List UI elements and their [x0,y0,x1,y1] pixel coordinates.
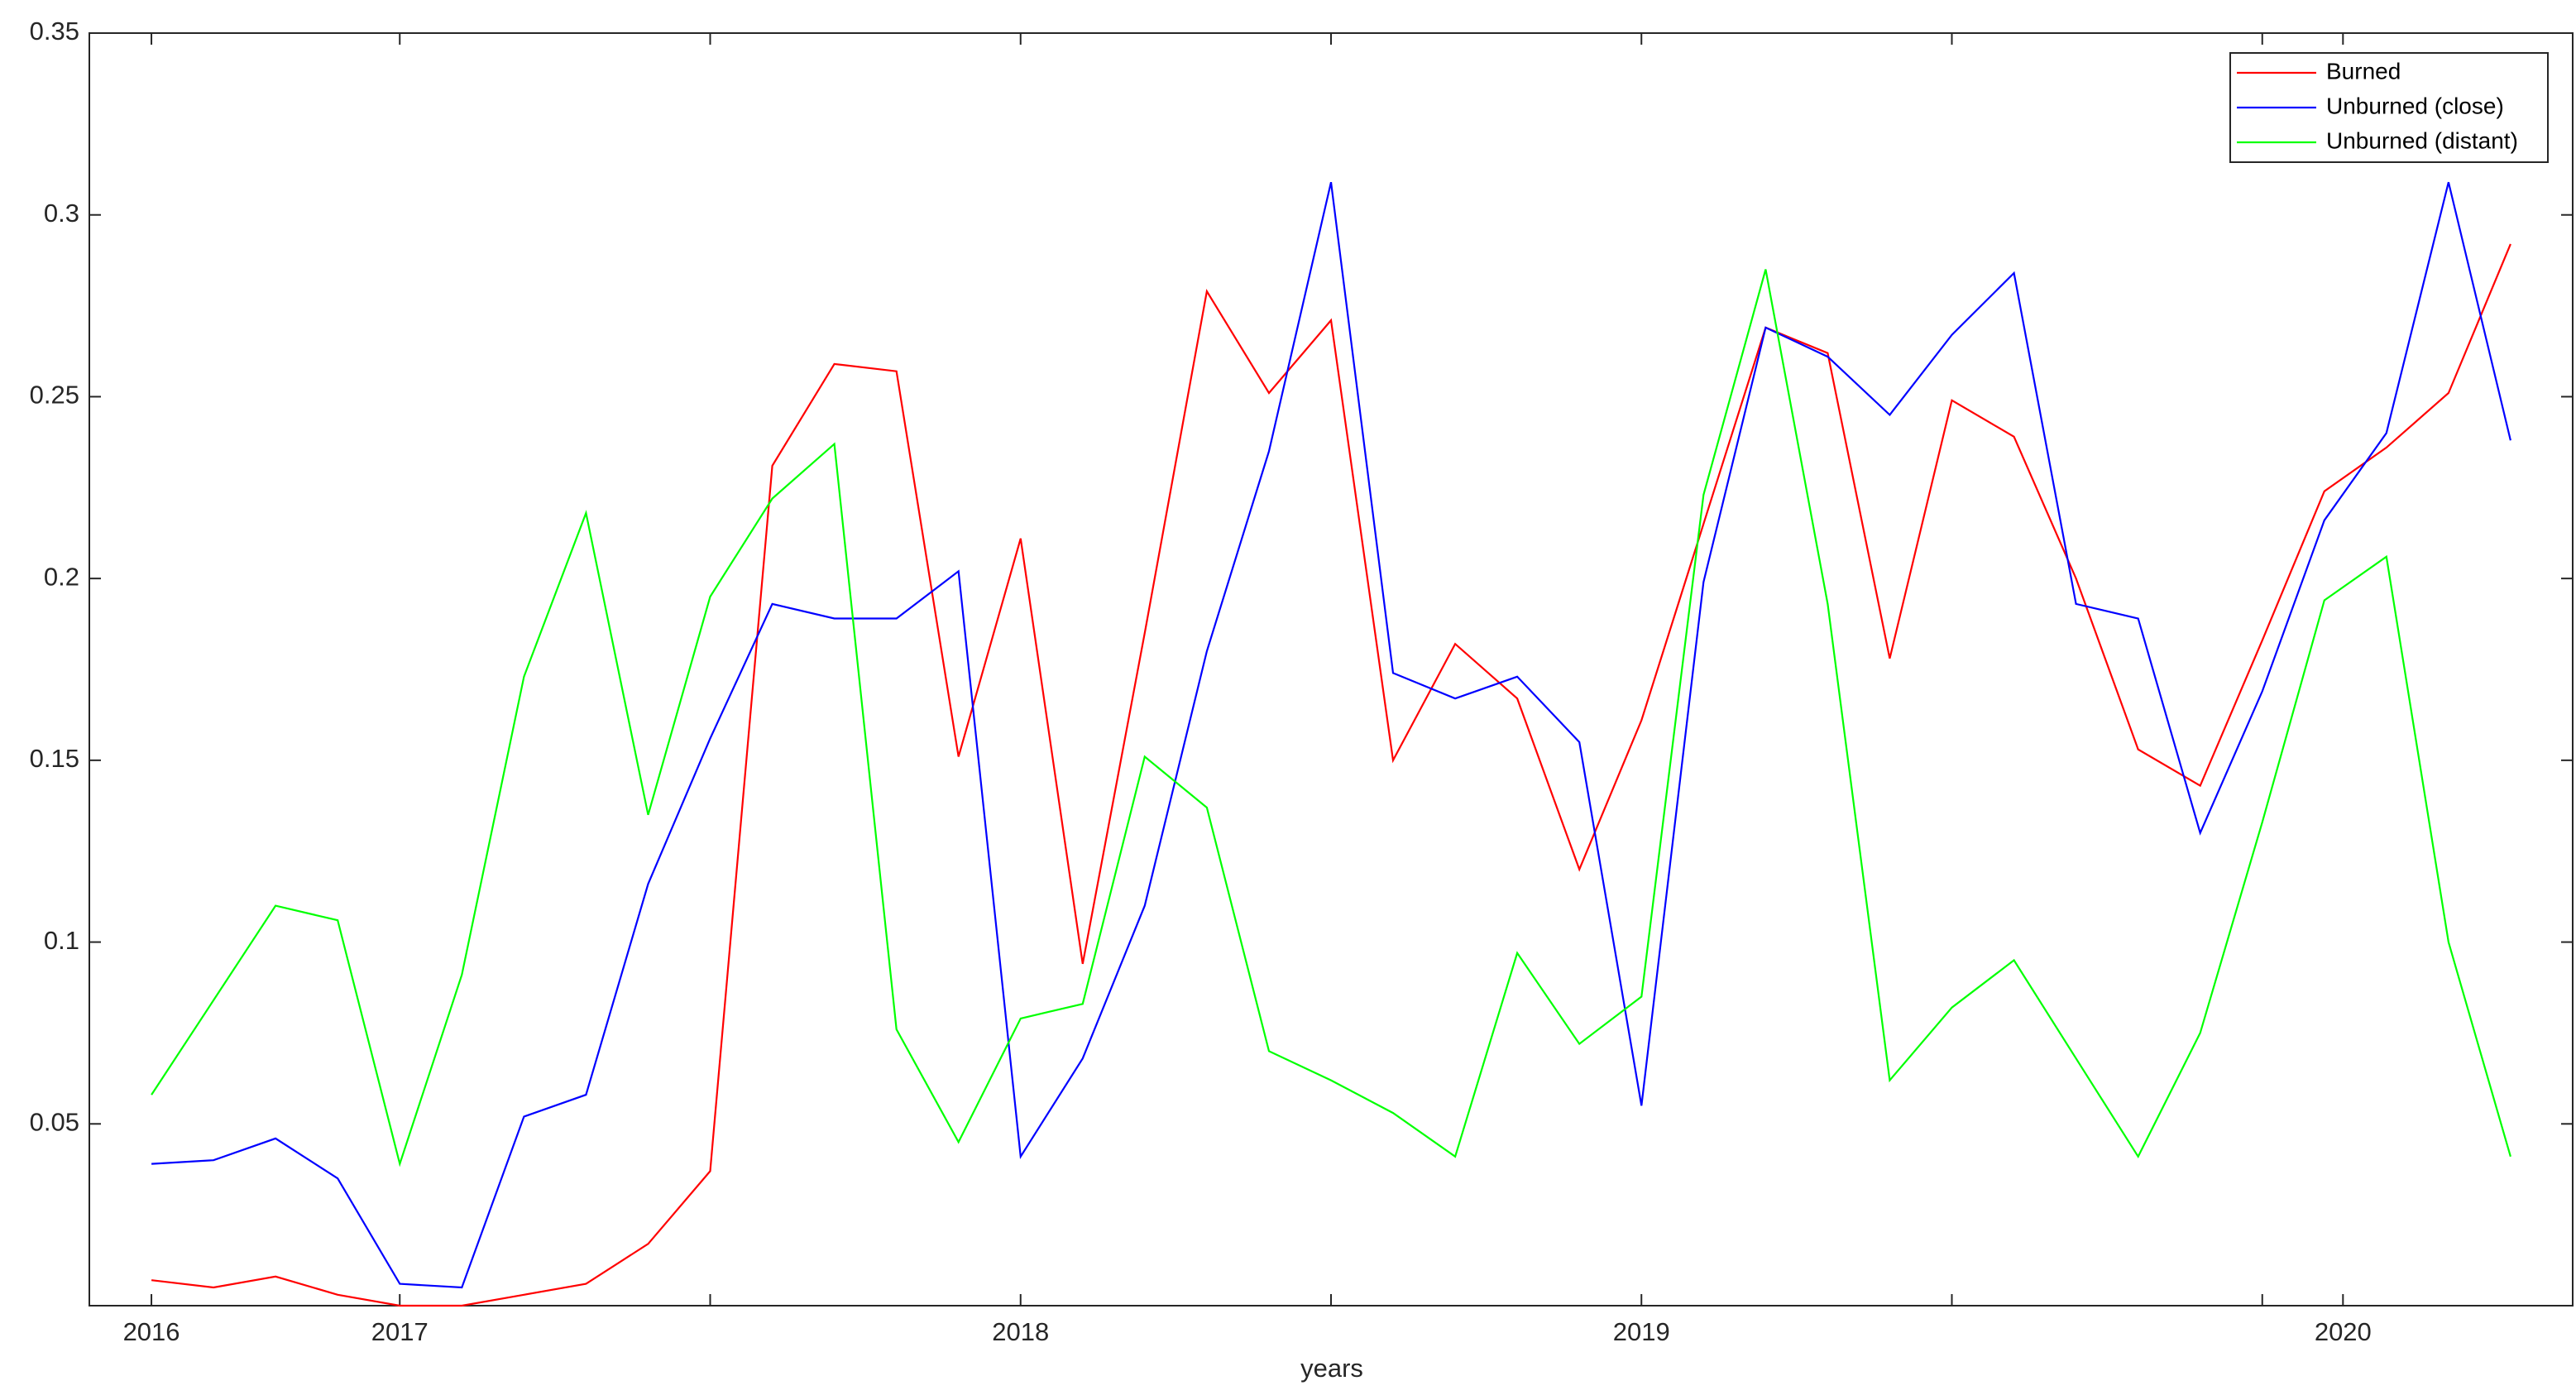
data-line [151,243,2511,1307]
data-line [151,181,2511,1289]
y-tick-label: 0.1 [44,926,79,955]
x-tick-label: 2019 [1613,1317,1670,1346]
plot-area [89,32,2574,1307]
legend-label: Unburned (close) [2326,93,2504,118]
y-tick-label: 0.3 [44,199,79,228]
x-axis-label: years [1300,1354,1363,1383]
y-tick-label: 0.05 [30,1107,79,1136]
data-line [151,269,2511,1167]
x-tick-label: 2017 [371,1317,429,1346]
y-tick-label: 0.35 [30,17,79,46]
y-tick-label: 0.2 [44,562,79,591]
y-tick-label: 0.15 [30,744,79,773]
x-tick-label: 2018 [992,1317,1049,1346]
x-tick-label: 2016 [123,1317,180,1346]
legend-label: Unburned (distant) [2326,127,2518,153]
x-tick-label: 2020 [2315,1317,2372,1346]
y-tick-label: 0.25 [30,381,79,410]
legend-label: Burned [2326,58,2401,84]
legend: Burned Unburned (close) Unburned (distant) [2229,52,2549,163]
